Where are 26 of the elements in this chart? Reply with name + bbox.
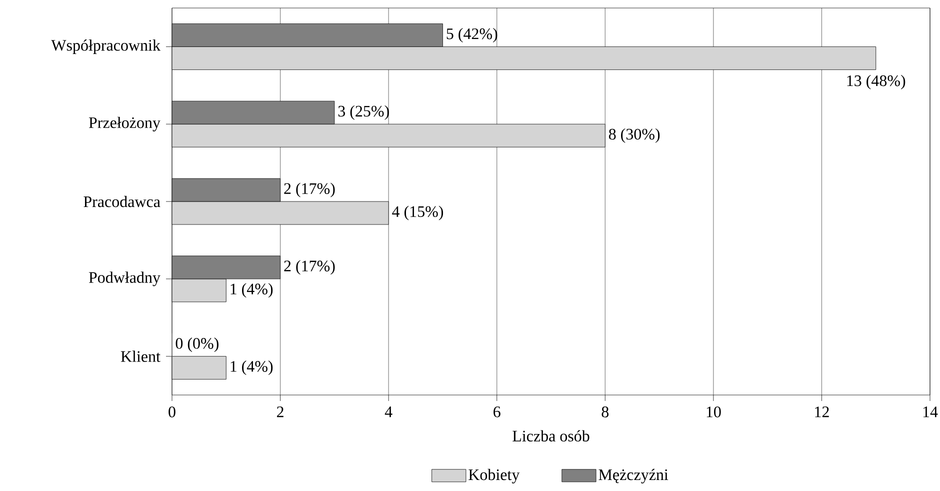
- data-label: 5 (42%): [446, 28, 498, 42]
- data-label: 13 (48%): [847, 74, 906, 90]
- data-label: 2 (17%): [284, 260, 335, 275]
- data-label: 1 (4%): [230, 283, 273, 298]
- y-tick-label: Pracodawca: [84, 196, 160, 208]
- y-tick-label: Przełożony: [88, 116, 160, 132]
- x-tick-label: 2: [276, 406, 284, 418]
- y-tick-label: Współpracownik: [51, 39, 160, 54]
- y-tick-label: Klient: [120, 350, 160, 362]
- data-label: 2 (17%): [284, 182, 335, 198]
- x-tick-label: 4: [384, 406, 392, 418]
- data-label: 1 (4%): [230, 360, 273, 376]
- x-tick-label: 0: [168, 406, 176, 418]
- data-label: 0 (0%): [176, 338, 218, 352]
- data-label: 8 (30%): [608, 128, 660, 143]
- x-tick-label: 10: [706, 406, 721, 418]
- data-label: 4 (15%): [392, 206, 444, 220]
- x-axis-title: Liczba osób: [512, 430, 590, 442]
- y-tick-label: Podwładny: [88, 272, 160, 286]
- x-tick-label: 14: [923, 406, 938, 418]
- x-tick-label: 12: [815, 406, 829, 418]
- legend-label: Mężczyźni: [598, 468, 668, 484]
- data-label: 3 (25%): [338, 105, 389, 120]
- x-tick-label: 8: [602, 406, 609, 418]
- x-tick-label: 6: [494, 406, 500, 418]
- legend-label: Kobiety: [468, 468, 520, 484]
